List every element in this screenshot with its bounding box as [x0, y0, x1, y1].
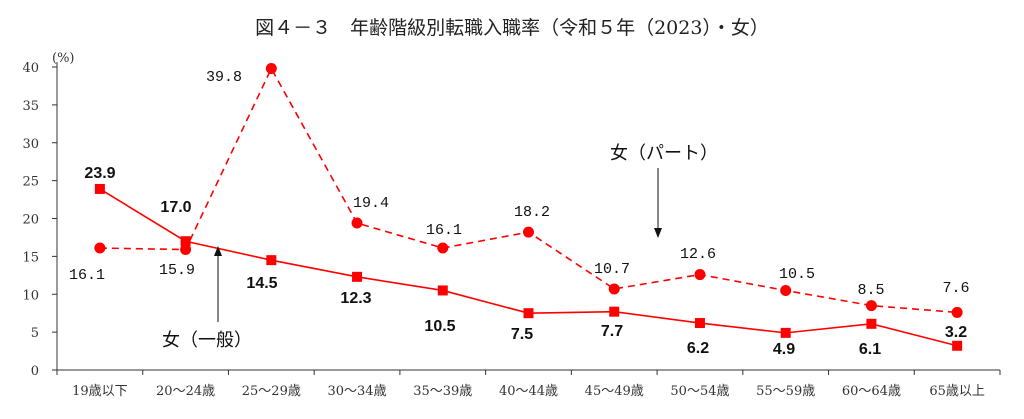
data-point-circle: [180, 244, 192, 256]
data-label: 16.1: [69, 267, 105, 284]
data-point-square: [866, 318, 877, 329]
x-tick-label: 45～49歳: [585, 384, 644, 399]
data-point-square: [437, 285, 448, 296]
annotation-general: 女（一般）: [162, 330, 252, 351]
data-point-circle: [694, 269, 706, 281]
data-label: 16.1: [426, 222, 462, 239]
x-tick-label: 20～24歳: [156, 384, 215, 399]
data-point-circle: [437, 242, 449, 254]
data-point-square: [94, 183, 105, 194]
x-tick-label: 65歳以上: [929, 384, 985, 399]
data-point-circle: [780, 284, 792, 296]
y-tick-label: 35: [22, 99, 39, 114]
annotation-part: 女（パート）: [610, 143, 718, 164]
x-tick-label: 40～44歳: [499, 384, 558, 399]
y-tick-label: 25: [22, 175, 39, 190]
data-point-circle: [523, 226, 534, 238]
y-tick-label: 30: [22, 137, 39, 152]
x-tick-label: 19歳以下: [72, 384, 128, 399]
data-point-circle: [265, 63, 277, 75]
y-tick-label: 20: [22, 213, 39, 228]
data-label: 12.6: [680, 246, 716, 263]
x-tick-label: 25～29歳: [242, 384, 301, 399]
data-label: 7.5: [511, 326, 533, 343]
data-label: 6.1: [859, 341, 881, 358]
data-label: 3.2: [945, 324, 967, 341]
data-label: 23.9: [84, 165, 115, 182]
data-label: 4.9: [773, 341, 795, 358]
y-tick-label: 40: [22, 61, 39, 76]
data-point-circle: [608, 283, 620, 295]
data-point-square: [180, 236, 191, 247]
data-point-square: [352, 271, 363, 282]
y-tick-label: 15: [22, 250, 39, 265]
data-label: 39.8: [206, 69, 242, 86]
data-label: 12.3: [340, 290, 371, 307]
data-point-square: [523, 308, 534, 319]
data-label: 6.2: [687, 340, 709, 357]
data-point-square: [952, 340, 963, 351]
data-label: 10.5: [779, 266, 815, 283]
y-tick-label: 0: [31, 364, 39, 379]
data-label: 10.5: [424, 318, 455, 335]
x-tick-label: 30～34歳: [327, 384, 386, 399]
y-tick-label: 5: [31, 326, 39, 341]
series-line-part: [99, 66, 958, 314]
data-label: 7.6: [942, 280, 969, 297]
data-label: 7.7: [601, 323, 623, 340]
data-point-circle: [951, 306, 963, 318]
x-tick-label: 60～64歳: [842, 384, 901, 399]
arrow-head-part: [654, 228, 662, 238]
data-point-circle: [351, 217, 363, 229]
y-tick-label: 10: [22, 288, 39, 303]
data-label: 10.7: [594, 261, 630, 278]
arrow-head-general: [214, 246, 222, 256]
data-point-square: [780, 327, 791, 338]
data-point-square: [609, 306, 620, 317]
data-point-circle: [94, 242, 106, 254]
data-label: 15.9: [159, 262, 195, 279]
data-label: 14.5: [246, 275, 277, 292]
chart-title: 図４－３ 年齢階級別転職入職率（令和５年（2023）・女）: [255, 17, 769, 39]
x-tick-label: 35～39歳: [413, 384, 472, 399]
x-tick-label: 50～54歳: [670, 384, 729, 399]
data-point-square: [266, 255, 277, 266]
data-label: 8.5: [857, 282, 884, 299]
data-label: 17.0: [160, 199, 191, 216]
data-label: 18.2: [514, 204, 550, 221]
x-tick-label: 55～59歳: [756, 384, 815, 399]
data-point-square: [694, 318, 705, 329]
y-axis-unit: (%): [52, 51, 75, 66]
data-point-circle: [865, 300, 877, 312]
data-label: 19.4: [353, 195, 389, 212]
